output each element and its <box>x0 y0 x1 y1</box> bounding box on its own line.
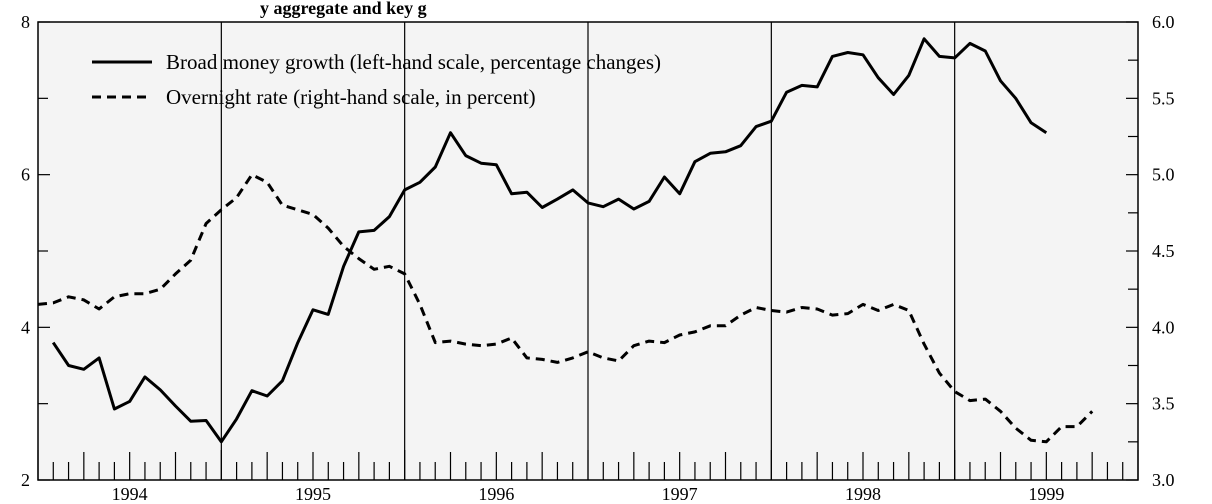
partial-title: y aggregate and key g <box>260 0 427 18</box>
right-axis: 3.0 3.5 4.0 4.5 5.0 5.5 6.0 <box>1126 12 1175 490</box>
right-tick-label-0: 3.0 <box>1152 470 1175 490</box>
year-label-1994: 1994 <box>112 484 148 504</box>
year-label-1997: 1997 <box>662 484 698 504</box>
series-lines <box>37 37 1094 444</box>
legend-label-overnight-rate: Overnight rate (right-hand scale, in per… <box>166 85 536 109</box>
right-tick-label-2: 4.0 <box>1152 317 1175 337</box>
legend: Broad money growth (left-hand scale, per… <box>92 50 661 109</box>
left-axis: 2 4 6 8 <box>21 12 50 490</box>
right-tick-label-4: 5.0 <box>1152 165 1175 185</box>
vertical-lines <box>220 22 956 480</box>
year-label-1998: 1998 <box>845 484 881 504</box>
right-tick-label-1: 3.5 <box>1152 394 1175 414</box>
left-tick-label-1: 4 <box>21 317 30 337</box>
year-label-1996: 1996 <box>478 484 514 504</box>
series-broad-money-line <box>51 37 1048 444</box>
right-tick-label-6: 6.0 <box>1152 12 1175 32</box>
bottom-ticks <box>37 450 1139 480</box>
right-tick-label-5: 5.5 <box>1152 88 1175 108</box>
year-label-1999: 1999 <box>1028 484 1064 504</box>
legend-label-broad-money: Broad money growth (left-hand scale, per… <box>166 50 661 74</box>
left-tick-label-2: 6 <box>21 165 30 185</box>
year-label-1995: 1995 <box>295 484 331 504</box>
left-tick-label-3: 8 <box>21 12 30 32</box>
x-axis-labels: 1994 1995 1996 1997 1998 1999 <box>112 484 1065 504</box>
right-tick-label-3: 4.5 <box>1152 241 1175 261</box>
left-tick-label-0: 2 <box>21 470 30 490</box>
